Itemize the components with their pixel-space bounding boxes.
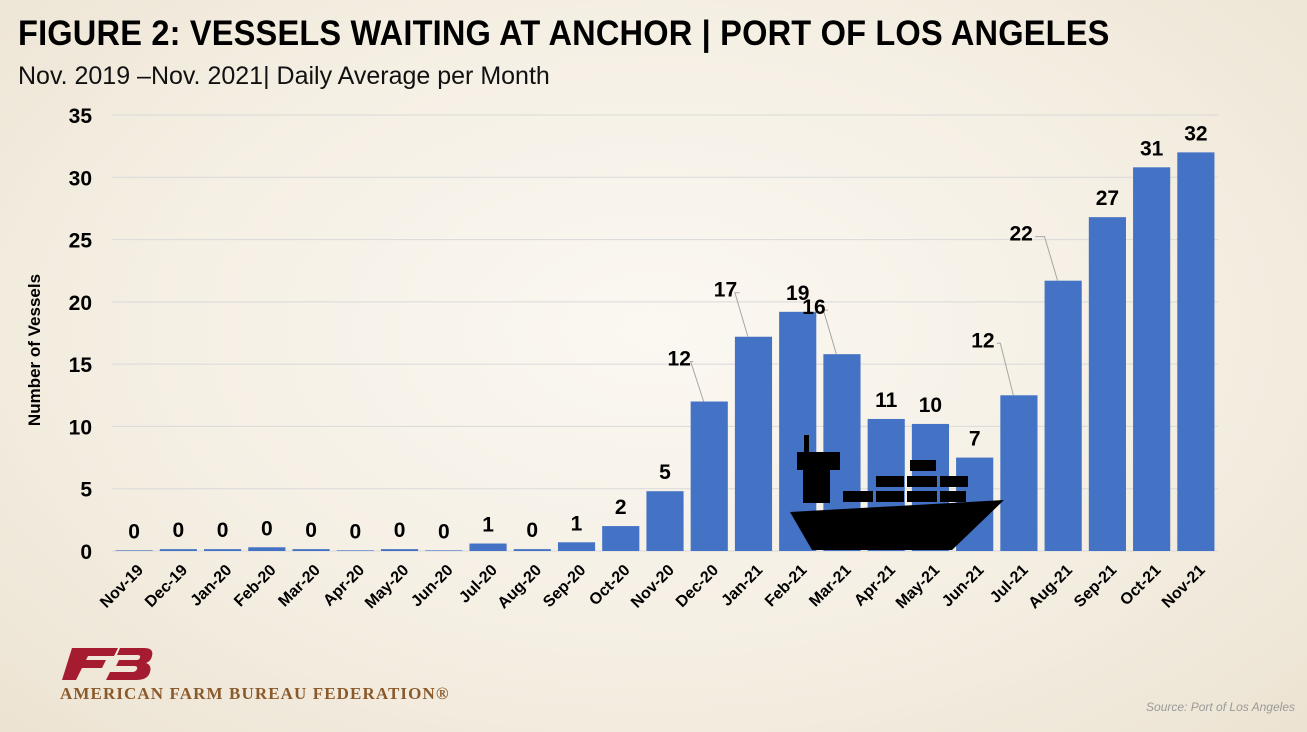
bar (469, 543, 507, 551)
bar (1000, 395, 1038, 551)
x-tick-label: Nov-19 (97, 562, 147, 612)
x-tick-label: Jan-21 (718, 562, 766, 610)
data-label: 10 (919, 394, 942, 417)
y-tick-label: 0 (80, 541, 92, 564)
data-label: 0 (526, 519, 538, 542)
x-tick-label: May-20 (362, 562, 412, 612)
data-label: 0 (261, 517, 273, 540)
x-tick-label: Oct-20 (586, 562, 633, 609)
source-note: Source: Port of Los Angeles (1146, 700, 1295, 714)
bar (380, 549, 419, 551)
y-tick-label: 15 (69, 354, 93, 377)
data-label: 32 (1184, 122, 1207, 145)
data-label: 11 (875, 389, 898, 412)
x-tick-label: Sep-20 (540, 562, 589, 611)
x-tick-label: Jan-20 (188, 562, 236, 610)
x-tick-label: Feb-21 (762, 562, 811, 611)
bar (425, 550, 463, 551)
data-label: 0 (394, 519, 406, 542)
data-label: 17 (714, 279, 737, 302)
x-tick-label: Mar-21 (806, 562, 855, 611)
data-label: 12 (668, 348, 691, 371)
leader-line (734, 292, 749, 337)
leader-line (996, 342, 1014, 396)
bar (292, 549, 330, 551)
y-axis-label: Number of Vessels (25, 274, 44, 426)
x-tick-label: Jun-20 (408, 562, 457, 611)
data-label: 5 (659, 461, 671, 484)
bar (1133, 167, 1171, 551)
leader-line (689, 361, 705, 402)
y-tick-label: 20 (69, 292, 92, 315)
data-label: 16 (802, 296, 825, 319)
x-tick-label: May-21 (893, 562, 943, 612)
data-label: 1 (482, 514, 494, 537)
data-label: 31 (1140, 137, 1164, 160)
x-tick-label: Mar-20 (275, 562, 324, 611)
data-label: 0 (217, 519, 229, 542)
data-label: 22 (1009, 223, 1032, 246)
x-tick-label: Aug-21 (1026, 562, 1076, 612)
leader-line (822, 309, 837, 355)
y-tick-label: 30 (69, 167, 92, 190)
y-tick-label: 25 (69, 230, 93, 253)
bar (602, 526, 640, 551)
data-label: 12 (971, 329, 994, 352)
x-tick-label: Nov-20 (628, 562, 678, 612)
x-tick-label: Nov-21 (1159, 562, 1209, 612)
data-label: 1 (571, 512, 583, 535)
leader-lines (689, 236, 1059, 402)
leader-line (1035, 236, 1059, 281)
data-label: 2 (615, 496, 627, 519)
bar (115, 550, 153, 551)
x-axis-ticks: Nov-19Dec-19Jan-20Feb-20Mar-20Apr-20May-… (97, 562, 1209, 612)
gridlines (112, 114, 1218, 552)
afbf-logo-icon (62, 648, 153, 680)
y-tick-label: 5 (80, 479, 92, 502)
x-tick-label: Dec-19 (142, 562, 191, 611)
bar (248, 547, 286, 551)
x-tick-label: Oct-21 (1117, 562, 1164, 609)
bar (1177, 152, 1215, 551)
x-tick-label: Apr-20 (320, 562, 368, 610)
x-tick-label: Jun-21 (939, 562, 988, 611)
x-tick-label: Feb-20 (231, 562, 280, 611)
data-label: 0 (438, 520, 450, 543)
x-tick-label: Sep-21 (1071, 562, 1120, 611)
chart-title: FIGURE 2: VESSELS WAITING AT ANCHOR | PO… (18, 14, 1110, 53)
data-label: 27 (1096, 187, 1119, 210)
bars (115, 152, 1215, 552)
data-label: 7 (969, 428, 981, 451)
bar (513, 549, 551, 551)
data-label: 0 (349, 520, 361, 543)
data-label: 19 (786, 282, 809, 305)
y-tick-label: 10 (69, 416, 92, 439)
data-label: 0 (128, 520, 140, 543)
data-label: 0 (305, 519, 317, 542)
organization-name: AMERICAN FARM BUREAU FEDERATION® (60, 684, 450, 703)
x-tick-label: Dec-20 (673, 562, 722, 611)
bar (204, 549, 242, 551)
bar (1088, 217, 1126, 552)
bar (159, 549, 197, 551)
container-ship-icon (790, 435, 1004, 550)
bar (336, 550, 374, 551)
x-tick-label: Apr-21 (851, 562, 899, 610)
x-tick-label: Aug-20 (495, 562, 545, 612)
bar (557, 542, 596, 551)
bar (734, 336, 773, 551)
data-label: 0 (173, 519, 185, 542)
bar (690, 401, 728, 551)
bar (1044, 280, 1082, 551)
chart-subtitle: Nov. 2019 –Nov. 2021| Daily Average per … (18, 62, 550, 90)
y-tick-label: 35 (69, 105, 93, 128)
bar (646, 491, 684, 551)
y-axis-ticks: 0 5 10 15 20 25 30 35 (69, 105, 93, 564)
